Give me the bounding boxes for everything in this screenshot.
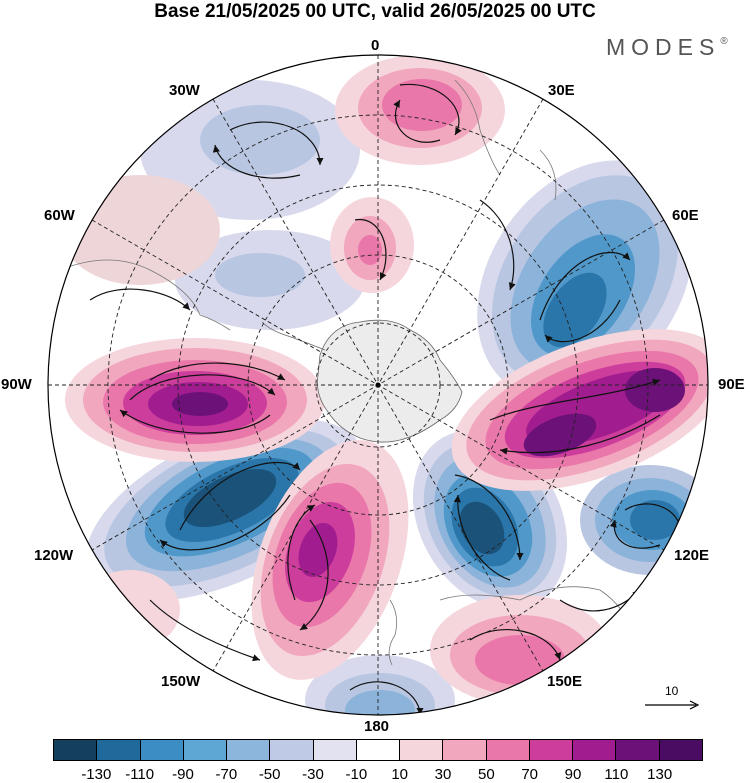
lon-label-120e: 120E	[674, 547, 710, 564]
colorbar-swatch	[140, 740, 184, 760]
colorbar-swatch	[97, 740, 141, 760]
field-blob	[345, 690, 415, 715]
lon-label-120w: 120W	[34, 547, 74, 564]
streamline	[479, 199, 516, 291]
streamlines	[89, 83, 684, 715]
lon-label-60e: 60E	[672, 207, 699, 224]
lon-label-150e: 150E	[547, 673, 583, 690]
streamline	[544, 299, 621, 343]
lon-label-90w: 90W	[1, 376, 32, 393]
reference-vector-label: 10	[665, 684, 679, 698]
field-blob	[625, 368, 685, 412]
colorbar-swatch	[227, 740, 271, 760]
colorbar-swatch	[356, 740, 401, 760]
colorbar-tick-label: -30	[302, 766, 324, 783]
colorbar-swatch	[573, 740, 617, 760]
field-blob	[543, 272, 607, 348]
colorbar-swatch	[54, 740, 98, 760]
lon-label-30e: 30E	[548, 82, 575, 99]
streamline	[299, 519, 329, 631]
colorbar-swatch	[616, 740, 660, 760]
colorbar-tick-label: 130	[647, 766, 673, 783]
streamline	[609, 519, 661, 549]
streamline	[287, 504, 316, 601]
field-blob	[183, 468, 277, 528]
south-pole-marker	[375, 382, 381, 388]
streamline	[453, 494, 511, 581]
chart-title: Base 21/05/2025 00 UTC, valid 26/05/2025…	[154, 1, 596, 22]
lon-label-180: 180	[364, 718, 390, 735]
antarctic-peninsula	[261, 321, 326, 351]
lon-label-0: 0	[371, 37, 380, 54]
modes-logo: MODES®	[606, 34, 728, 61]
colorbar-tick-label: -130	[81, 766, 112, 783]
south-america-coast	[59, 259, 231, 331]
latitude-circle	[247, 254, 509, 516]
streamline	[489, 378, 661, 421]
colorbar-tick-label: -70	[215, 766, 238, 783]
lon-label-90e: 90E	[718, 376, 745, 393]
map-border	[47, 54, 709, 716]
streamline	[499, 414, 661, 455]
field-blob	[60, 175, 220, 285]
streamline	[149, 362, 286, 381]
streamline	[399, 83, 462, 136]
streamline	[349, 681, 424, 715]
colorbar-swatch	[313, 740, 357, 760]
colorbar-tick-label: 70	[521, 766, 538, 783]
colorbar-swatch	[443, 740, 487, 760]
field-blob	[80, 570, 180, 650]
streamline	[149, 599, 261, 662]
field-blob	[358, 235, 382, 265]
streamline	[469, 629, 562, 661]
field-blob	[215, 253, 305, 297]
streamline	[393, 99, 441, 143]
streamline	[212, 144, 301, 179]
colorbar-tick-label: -10	[345, 766, 368, 783]
colorbar-swatch	[270, 740, 314, 760]
field-blob	[200, 105, 320, 175]
streamline	[129, 374, 276, 401]
madagascar-coast	[539, 149, 557, 201]
streamline	[119, 409, 271, 434]
new-zealand-coast	[388, 599, 398, 666]
streamline	[539, 251, 631, 321]
colorbar-tick-label: 30	[434, 766, 452, 783]
colorbar-swatch	[529, 740, 574, 760]
colorbar-tick-label: -110	[125, 766, 155, 783]
brand-name: MODES	[606, 34, 721, 60]
reference-vector-arrow	[645, 700, 700, 710]
streamline	[159, 494, 291, 551]
colorbar-swatch	[486, 740, 530, 760]
lon-label-30w: 30W	[169, 82, 200, 99]
colorbar-tick-label: -90	[172, 766, 194, 783]
streamline	[454, 474, 524, 561]
anomaly-field	[48, 55, 708, 715]
colorbar-swatch	[400, 740, 444, 760]
antarctica-landmass	[317, 319, 463, 443]
streamline	[229, 121, 324, 166]
africa-coast	[454, 79, 501, 176]
colorbar-swatch	[659, 740, 702, 760]
colorbar	[53, 739, 703, 761]
registered-mark: ®	[720, 36, 728, 47]
streamline	[179, 461, 301, 531]
field-blob	[459, 501, 505, 555]
colorbar-tick-label: 90	[564, 766, 582, 783]
colorbar-swatch	[183, 740, 228, 760]
field-blob	[172, 392, 228, 416]
streamline	[89, 288, 191, 311]
lon-label-150w: 150W	[161, 673, 201, 690]
colorbar-tick-label: 10	[391, 766, 408, 783]
latitude-circle	[177, 184, 579, 586]
field-blob	[382, 79, 462, 131]
field-blob	[523, 413, 597, 457]
streamline	[354, 219, 387, 281]
colorbar-tick-label: 50	[477, 766, 495, 783]
lon-label-60w: 60W	[44, 207, 75, 224]
colorbar-tick-label: 110	[604, 766, 629, 783]
colorbar-tick-label: -50	[258, 766, 281, 783]
